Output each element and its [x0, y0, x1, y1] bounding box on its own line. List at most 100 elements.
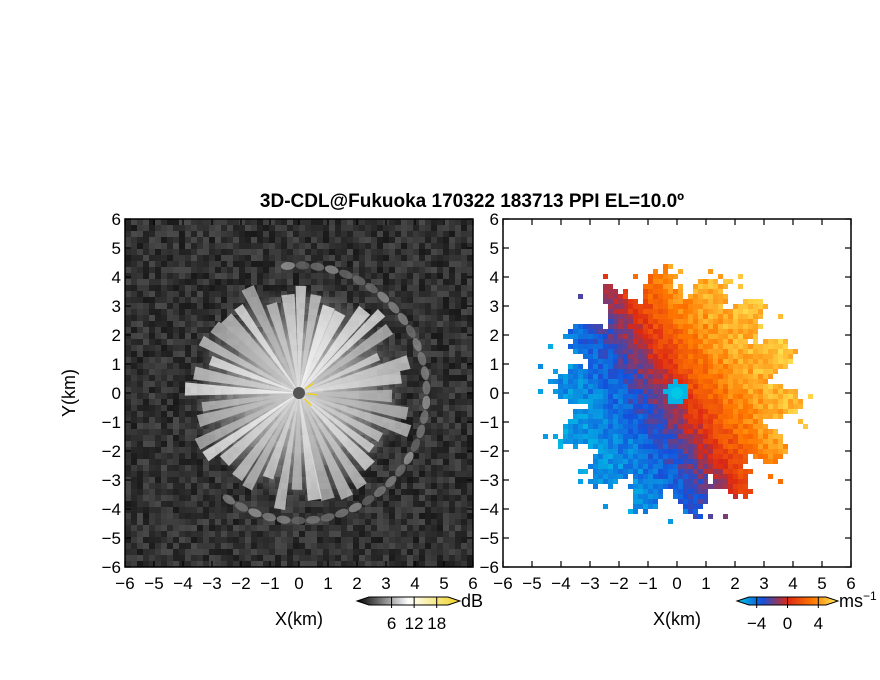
- intensity-noise-cell: [173, 555, 179, 561]
- intensity-noise-cell: [179, 453, 185, 459]
- intensity-noise-cell: [251, 537, 257, 543]
- intensity-noise-cell: [371, 303, 377, 309]
- velocity-cell: [698, 329, 703, 334]
- intensity-noise-cell: [179, 273, 185, 279]
- intensity-noise-cell: [359, 273, 365, 279]
- velocity-cell: [603, 334, 608, 339]
- intensity-noise-cell: [185, 513, 191, 519]
- velocity-cell: [713, 349, 718, 354]
- velocity-cell: [723, 364, 728, 369]
- velocity-cell: [603, 429, 608, 434]
- velocity-cell: [663, 409, 668, 414]
- intensity-noise-cell: [383, 471, 389, 477]
- intensity-noise-cell: [167, 285, 173, 291]
- intensity-noise-cell: [293, 531, 299, 537]
- velocity-cell: [608, 344, 613, 349]
- velocity-cell: [708, 329, 713, 334]
- intensity-noise-cell: [185, 255, 191, 261]
- velocity-cell: [593, 349, 598, 354]
- intensity-beam: [299, 352, 381, 393]
- velocity-cell: [573, 399, 578, 404]
- velocity-cell: [653, 379, 658, 384]
- velocity-cell: [613, 464, 618, 469]
- velocity-cell: [643, 434, 648, 439]
- velocity-cell: [783, 409, 788, 414]
- intensity-noise-cell: [179, 255, 185, 261]
- intensity-noise-cell: [455, 447, 461, 453]
- intensity-noise-cell: [155, 393, 161, 399]
- intensity-noise-cell: [221, 267, 227, 273]
- velocity-cell: [658, 444, 663, 449]
- velocity-cell: [733, 384, 738, 389]
- intensity-noise-cell: [161, 519, 167, 525]
- velocity-cell: [708, 284, 713, 289]
- velocity-cell: [683, 419, 688, 424]
- velocity-cell: [693, 449, 698, 454]
- velocity-cell: [608, 394, 613, 399]
- intensity-noise-cell: [353, 549, 359, 555]
- intensity-noise-cell: [449, 495, 455, 501]
- intensity-noise-cell: [149, 381, 155, 387]
- intensity-noise-cell: [161, 405, 167, 411]
- intensity-noise-cell: [305, 555, 311, 561]
- intensity-noise-cell: [173, 345, 179, 351]
- intensity-noise-cell: [461, 231, 467, 237]
- velocity-cell: [783, 399, 788, 404]
- intensity-noise-cell: [149, 447, 155, 453]
- intensity-noise-cell: [275, 255, 281, 261]
- intensity-noise-cell: [389, 333, 395, 339]
- intensity-noise-cell: [407, 549, 413, 555]
- intensity-noise-cell: [299, 549, 305, 555]
- intensity-noise-cell: [371, 255, 377, 261]
- intensity-noise-cell: [221, 237, 227, 243]
- intensity-noise-cell: [299, 231, 305, 237]
- velocity-cell: [658, 274, 663, 279]
- intensity-noise-cell: [257, 507, 263, 513]
- intensity-noise-cell: [467, 309, 473, 315]
- intensity-noise-cell: [209, 315, 215, 321]
- intensity-noise-cell: [389, 531, 395, 537]
- velocity-cell: [753, 349, 758, 354]
- intensity-noise-cell: [125, 345, 131, 351]
- velocity-cell: [713, 304, 718, 309]
- intensity-noise-cell: [443, 387, 449, 393]
- velocity-cell: [663, 459, 668, 464]
- intensity-noise-cell: [203, 549, 209, 555]
- intensity-noise-cell: [383, 237, 389, 243]
- intensity-noise-cell: [377, 561, 383, 567]
- intensity-noise-cell: [215, 465, 221, 471]
- velocity-cell: [698, 414, 703, 419]
- velocity-cell: [683, 429, 688, 434]
- velocity-cell: [573, 444, 578, 449]
- intensity-noise-cell: [149, 417, 155, 423]
- velocity-cell: [753, 364, 758, 369]
- intensity-noise-cell: [125, 219, 131, 225]
- intensity-noise-cell: [149, 225, 155, 231]
- intensity-noise-cell: [143, 549, 149, 555]
- velocity-cell: [743, 304, 748, 309]
- intensity-noise-cell: [461, 405, 467, 411]
- velocity-cell: [728, 449, 733, 454]
- intensity-noise-cell: [425, 417, 431, 423]
- velocity-cell: [598, 384, 603, 389]
- intensity-noise-cell: [449, 363, 455, 369]
- intensity-noise-cell: [329, 525, 335, 531]
- velocity-cell: [748, 379, 753, 384]
- intensity-noise-cell: [203, 543, 209, 549]
- intensity-noise-cell: [197, 471, 203, 477]
- intensity-noise-cell: [317, 225, 323, 231]
- intensity-noise-cell: [185, 279, 191, 285]
- intensity-noise-cell: [455, 345, 461, 351]
- velocity-cell: [678, 369, 683, 374]
- intensity-noise-cell: [305, 561, 311, 567]
- velocity-cell: [713, 419, 718, 424]
- intensity-noise-cell: [401, 441, 407, 447]
- intensity-noise-cell: [227, 279, 233, 285]
- intensity-noise-cell: [275, 537, 281, 543]
- intensity-noise-cell: [425, 315, 431, 321]
- velocity-cell: [708, 294, 713, 299]
- velocity-cell: [618, 374, 623, 379]
- intensity-noise-cell: [467, 399, 473, 405]
- intensity-noise-cell: [293, 279, 299, 285]
- velocity-cell: [688, 354, 693, 359]
